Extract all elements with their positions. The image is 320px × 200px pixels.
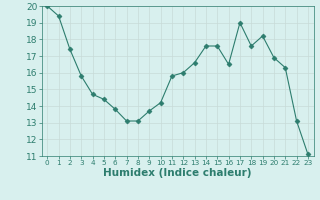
X-axis label: Humidex (Indice chaleur): Humidex (Indice chaleur) <box>103 168 252 178</box>
